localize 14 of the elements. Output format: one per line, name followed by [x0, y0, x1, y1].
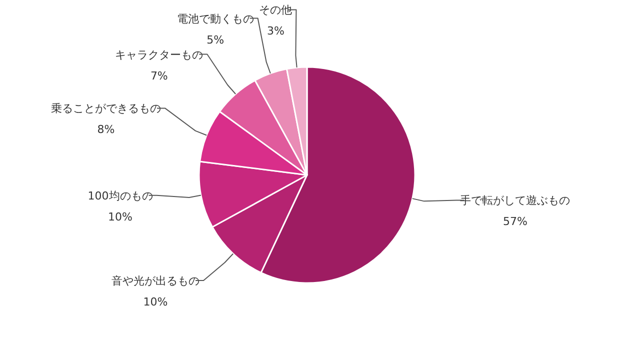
data-label: 10%	[143, 295, 168, 308]
data-label: 3%	[267, 24, 284, 38]
data-label: 5%	[206, 33, 224, 46]
data-label: 57%	[502, 215, 528, 228]
slice-label: 手で転がして遊ぶもの	[460, 194, 570, 208]
slice-label: 乗ることができるもの	[51, 102, 162, 116]
slice-label: 電池で動くもの	[176, 12, 254, 26]
slice-label: 100均のもの	[88, 189, 153, 202]
slice-label: 音や光が出るもの	[112, 274, 200, 288]
data-label: 8%	[97, 123, 115, 136]
slice-label: キャラクターもの	[115, 48, 204, 62]
slice-label: その他	[259, 4, 292, 17]
data-label: 7%	[150, 69, 168, 82]
data-label: 10%	[108, 210, 133, 224]
